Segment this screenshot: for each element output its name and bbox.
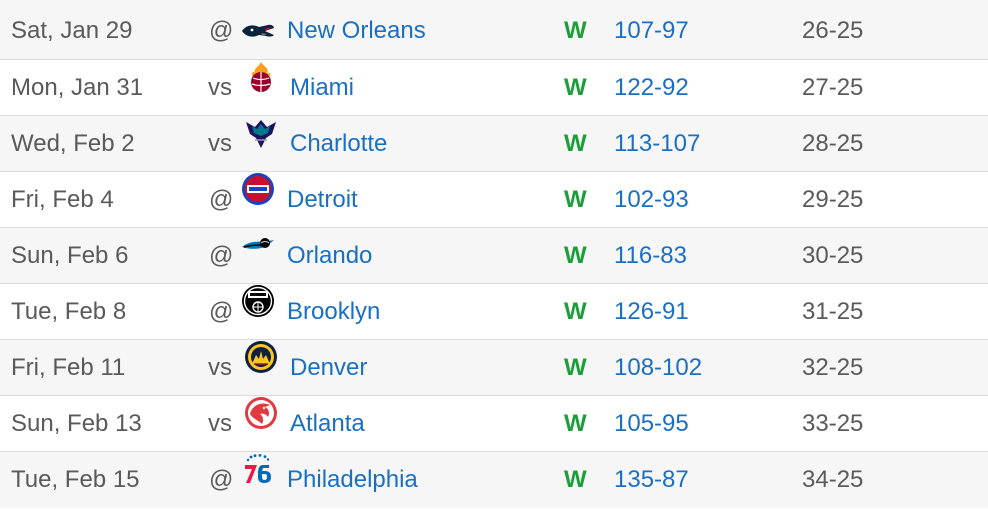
season-record: 30-25 <box>802 242 864 269</box>
pistons-logo-icon <box>241 172 275 206</box>
season-record: 27-25 <box>802 74 864 101</box>
home-away-indicator: vs <box>208 410 232 437</box>
season-record: 33-25 <box>802 410 864 437</box>
table-row[interactable]: Fri, Feb 11 vs Denver W 108-102 32-25 <box>0 340 988 396</box>
nets-logo-icon <box>241 284 275 318</box>
76ers-logo-icon <box>241 452 275 486</box>
table-row[interactable]: Fri, Feb 4 @ Detroit W 102-93 29-25 <box>0 172 988 228</box>
game-score-link[interactable]: 122-92 <box>614 74 689 101</box>
game-score-link[interactable]: 113-107 <box>614 130 701 157</box>
game-date: Wed, Feb 2 <box>11 130 135 157</box>
game-result: W <box>564 354 587 381</box>
home-away-indicator: vs <box>208 130 232 157</box>
opponent-team-link[interactable]: Orlando <box>287 242 373 269</box>
game-score-link[interactable]: 126-91 <box>614 298 689 325</box>
hawks-logo-icon <box>244 396 278 430</box>
season-record: 34-25 <box>802 466 864 493</box>
table-row[interactable]: Sun, Feb 13 vs Atlanta W 105-95 33-25 <box>0 396 988 452</box>
home-away-indicator: @ <box>209 242 234 269</box>
season-record: 31-25 <box>802 298 864 325</box>
game-date: Sun, Feb 13 <box>11 410 142 437</box>
game-score-link[interactable]: 102-93 <box>614 186 689 213</box>
opponent-team-link[interactable]: New Orleans <box>287 17 426 44</box>
opponent-team-link[interactable]: Denver <box>290 354 368 381</box>
game-date: Mon, Jan 31 <box>11 74 144 101</box>
opponent-team-link[interactable]: Philadelphia <box>287 466 418 493</box>
season-record: 28-25 <box>802 130 864 157</box>
home-away-indicator: vs <box>208 74 232 101</box>
game-result: W <box>564 410 587 437</box>
game-result: W <box>564 298 587 325</box>
game-date: Sat, Jan 29 <box>11 17 133 44</box>
game-result: W <box>564 242 587 269</box>
home-away-indicator: @ <box>209 17 234 44</box>
hornets-logo-icon <box>244 116 278 150</box>
pelicans-logo-icon <box>241 14 275 48</box>
nuggets-logo-icon <box>244 340 278 374</box>
magic-logo-icon <box>241 228 275 262</box>
game-score-link[interactable]: 107-97 <box>614 17 689 44</box>
game-result: W <box>564 466 587 493</box>
table-row[interactable]: Wed, Feb 2 vs Charlotte W 113-107 28-25 <box>0 116 988 172</box>
heat-logo-icon <box>244 60 278 94</box>
game-date: Sun, Feb 6 <box>11 242 129 269</box>
opponent-team-link[interactable]: Brooklyn <box>287 298 381 325</box>
game-result: W <box>564 130 587 157</box>
game-date: Fri, Feb 4 <box>11 186 114 213</box>
home-away-indicator: @ <box>209 186 234 213</box>
game-result: W <box>564 17 587 44</box>
home-away-indicator: @ <box>209 298 234 325</box>
home-away-indicator: @ <box>209 466 234 493</box>
game-score-link[interactable]: 135-87 <box>614 466 689 493</box>
table-row[interactable]: Tue, Feb 8 @ Brooklyn W 126-91 31-25 <box>0 284 988 340</box>
game-date: Tue, Feb 8 <box>11 298 127 325</box>
table-row[interactable]: Sun, Feb 6 @ Orlando W 116-83 30-25 <box>0 228 988 284</box>
opponent-team-link[interactable]: Miami <box>290 74 354 101</box>
game-date: Fri, Feb 11 <box>11 354 126 381</box>
game-date: Tue, Feb 15 <box>11 466 140 493</box>
opponent-team-link[interactable]: Atlanta <box>290 410 365 437</box>
home-away-indicator: vs <box>208 354 232 381</box>
table-row[interactable]: Tue, Feb 15 @ Philadelphia W 135-87 34-2… <box>0 452 988 508</box>
opponent-team-link[interactable]: Detroit <box>287 186 358 213</box>
season-record: 26-25 <box>802 17 864 44</box>
game-score-link[interactable]: 116-83 <box>614 242 687 269</box>
season-record: 29-25 <box>802 186 864 213</box>
game-result: W <box>564 186 587 213</box>
season-record: 32-25 <box>802 354 864 381</box>
game-score-link[interactable]: 105-95 <box>614 410 689 437</box>
opponent-team-link[interactable]: Charlotte <box>290 130 388 157</box>
table-row[interactable]: Sat, Jan 29 @ New Orleans W 107-97 26-25 <box>0 0 988 60</box>
table-row[interactable]: Mon, Jan 31 vs Miami W 122-92 27-25 <box>0 60 988 116</box>
game-score-link[interactable]: 108-102 <box>614 354 703 381</box>
game-result: W <box>564 74 587 101</box>
